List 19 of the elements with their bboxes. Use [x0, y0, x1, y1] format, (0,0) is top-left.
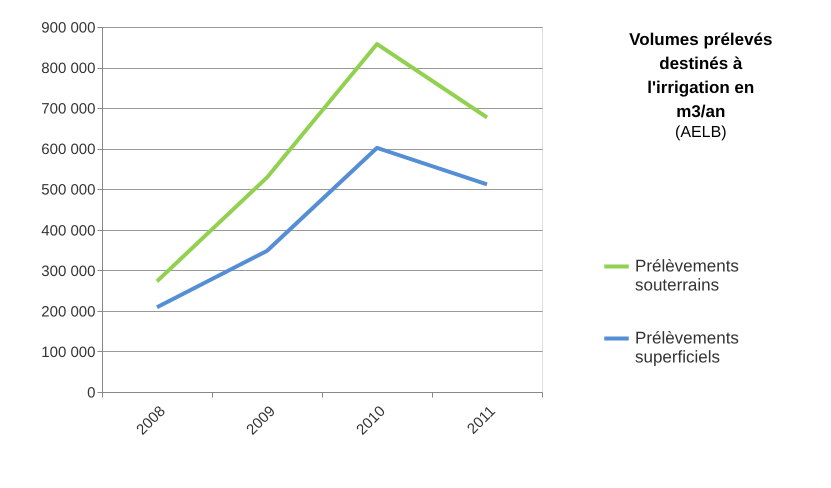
y-tick-label: 100 000: [41, 344, 96, 361]
line-series: [155, 42, 489, 284]
text: l'irrigation en: [647, 78, 754, 97]
text: destinés à: [659, 54, 742, 73]
y-tick-label: 400 000: [41, 222, 96, 240]
y-tick-label: 700 000: [41, 100, 96, 118]
y-tick-label: 600 000: [41, 141, 96, 158]
y-tick-label: 900 000: [41, 20, 96, 36]
y-tick-label: 500 000: [41, 182, 96, 199]
y-tick-label: 800 000: [41, 60, 96, 78]
legend-label: Prélèvements souterrains: [635, 256, 739, 294]
line-series: [155, 146, 489, 310]
text: m3/an: [676, 102, 726, 121]
y-tick-label: 0: [87, 384, 96, 402]
y-tick-label: 200 000: [41, 303, 96, 320]
y-tick-label: 300 000: [41, 262, 96, 280]
text: (AELB): [674, 124, 727, 141]
legend-label: Prélèvements superficiels: [635, 328, 739, 366]
text: Volumes prélevés: [629, 30, 772, 49]
